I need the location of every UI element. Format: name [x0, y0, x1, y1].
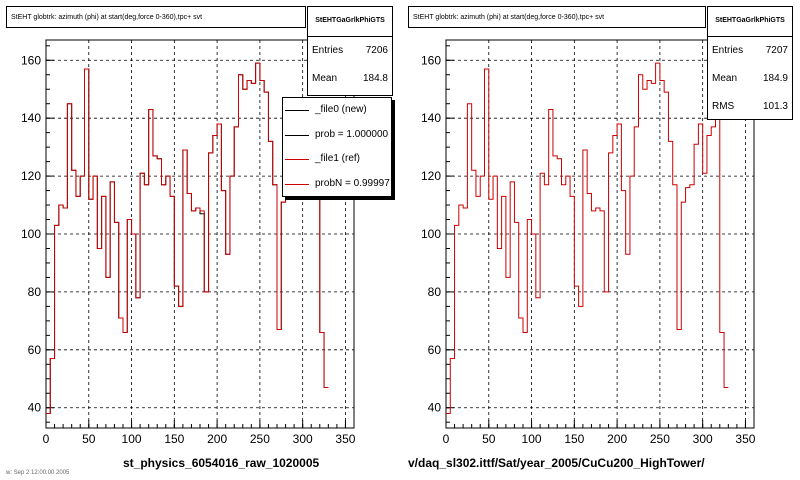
y-tick-label: 160 — [21, 53, 41, 67]
histogram-series--file1-ref- — [46, 62, 329, 415]
legend-swatch — [285, 183, 309, 185]
x-tick-label: 50 — [482, 432, 496, 446]
legend-swatch — [285, 110, 309, 111]
x-axis-caption: st_physics_6054016_raw_1020005 — [123, 456, 320, 470]
right-pad: StEHT globtrk: azimuth (phi) at start(de… — [400, 0, 800, 480]
legend-label: probN = 0.99997 — [315, 177, 390, 189]
y-tick-label: 80 — [428, 285, 442, 299]
histogram-series-ref — [446, 62, 729, 415]
x-tick-label: 100 — [522, 432, 542, 446]
histogram-title: StEHT globtrk: azimuth (phi) at start(de… — [408, 6, 706, 28]
x-axis-caption: v/daq_sl302.ittf/Sat/year_2005/CuCu200_H… — [408, 456, 705, 470]
stats-entries-row: Entries 7206 — [308, 37, 392, 65]
x-tick-label: 250 — [250, 432, 270, 446]
y-tick-label: 60 — [428, 343, 442, 357]
x-tick-label: 250 — [650, 432, 670, 446]
x-tick-label: 200 — [207, 432, 227, 446]
legend-label: _file0 (new) — [315, 104, 367, 115]
legend-swatch — [285, 134, 309, 136]
stats-mean-row: Mean 184.8 — [308, 65, 392, 93]
legend-entry: _file1 (ref) — [283, 147, 391, 172]
stats-name: StEHTGaGrlkPhiGTS — [708, 7, 792, 37]
x-tick-label: 150 — [564, 432, 584, 446]
x-tick-label: 0 — [443, 432, 450, 446]
y-tick-label: 40 — [28, 401, 42, 415]
y-tick-label: 100 — [21, 227, 41, 241]
x-tick-label: 0 — [43, 432, 50, 446]
histogram-title: StEHT globtrk: azimuth (phi) at start(de… — [6, 6, 306, 28]
stats-mean-row: Mean 184.9 — [708, 65, 792, 93]
legend: _file0 (new) prob = 1.000000 _file1 (ref… — [282, 97, 392, 197]
x-tick-label: 300 — [693, 432, 713, 446]
legend-swatch — [285, 159, 309, 160]
x-tick-label: 150 — [164, 432, 184, 446]
x-tick-label: 50 — [82, 432, 96, 446]
stats-entries-label: Entries — [712, 45, 744, 56]
y-tick-label: 40 — [428, 401, 442, 415]
y-tick-label: 140 — [21, 111, 41, 125]
stats-entries-label: Entries — [312, 45, 344, 56]
y-tick-label: 60 — [28, 343, 42, 357]
legend-label: prob = 1.000000 — [315, 128, 389, 140]
stats-entries-value: 7206 — [365, 45, 388, 56]
stats-rms-value: 101.3 — [762, 101, 788, 112]
stats-mean-value: 184.8 — [362, 73, 388, 84]
x-tick-label: 100 — [122, 432, 142, 446]
stats-mean-value: 184.9 — [762, 73, 788, 84]
x-tick-label: 350 — [735, 432, 755, 446]
x-tick-label: 300 — [293, 432, 313, 446]
footer-smudge: w: Sep 2 12:00:00 2005 — [6, 470, 70, 476]
legend-entry: _file0 (new) — [283, 98, 391, 123]
stats-entries-value: 7207 — [765, 45, 788, 56]
histogram-plot-right: 0 50 100 150 200 250 300 350 40 60 80 100 120 140 160 — [421, 39, 756, 446]
y-tick-label: 100 — [421, 227, 441, 241]
y-tick-label: 140 — [421, 111, 441, 125]
x-tick-label: 200 — [607, 432, 627, 446]
legend-entry: probN = 0.99997 — [283, 172, 391, 197]
stats-box: StEHTGaGrlkPhiGTS Entries 7206 Mean 184.… — [307, 6, 393, 96]
y-tick-label: 120 — [421, 169, 441, 183]
x-tick-label: 350 — [335, 432, 355, 446]
legend-label: _file1 (ref) — [315, 153, 361, 164]
left-pad: StEHT globtrk: azimuth (phi) at start(de… — [6, 6, 393, 476]
stats-rms-row: RMS 101.3 — [708, 93, 792, 121]
legend-entry: prob = 1.000000 — [283, 123, 391, 148]
stats-name: StEHTGaGrlkPhiGTS — [308, 7, 392, 37]
y-tick-label: 160 — [421, 53, 441, 67]
stats-entries-row: Entries 7207 — [708, 37, 792, 65]
y-tick-label: 80 — [28, 285, 42, 299]
y-tick-label: 120 — [21, 169, 41, 183]
stats-mean-label: Mean — [712, 73, 738, 84]
stats-mean-label: Mean — [312, 73, 338, 84]
stats-rms-label: RMS — [712, 101, 735, 112]
stats-box: StEHTGaGrlkPhiGTS Entries 7207 Mean 184.… — [707, 6, 793, 120]
